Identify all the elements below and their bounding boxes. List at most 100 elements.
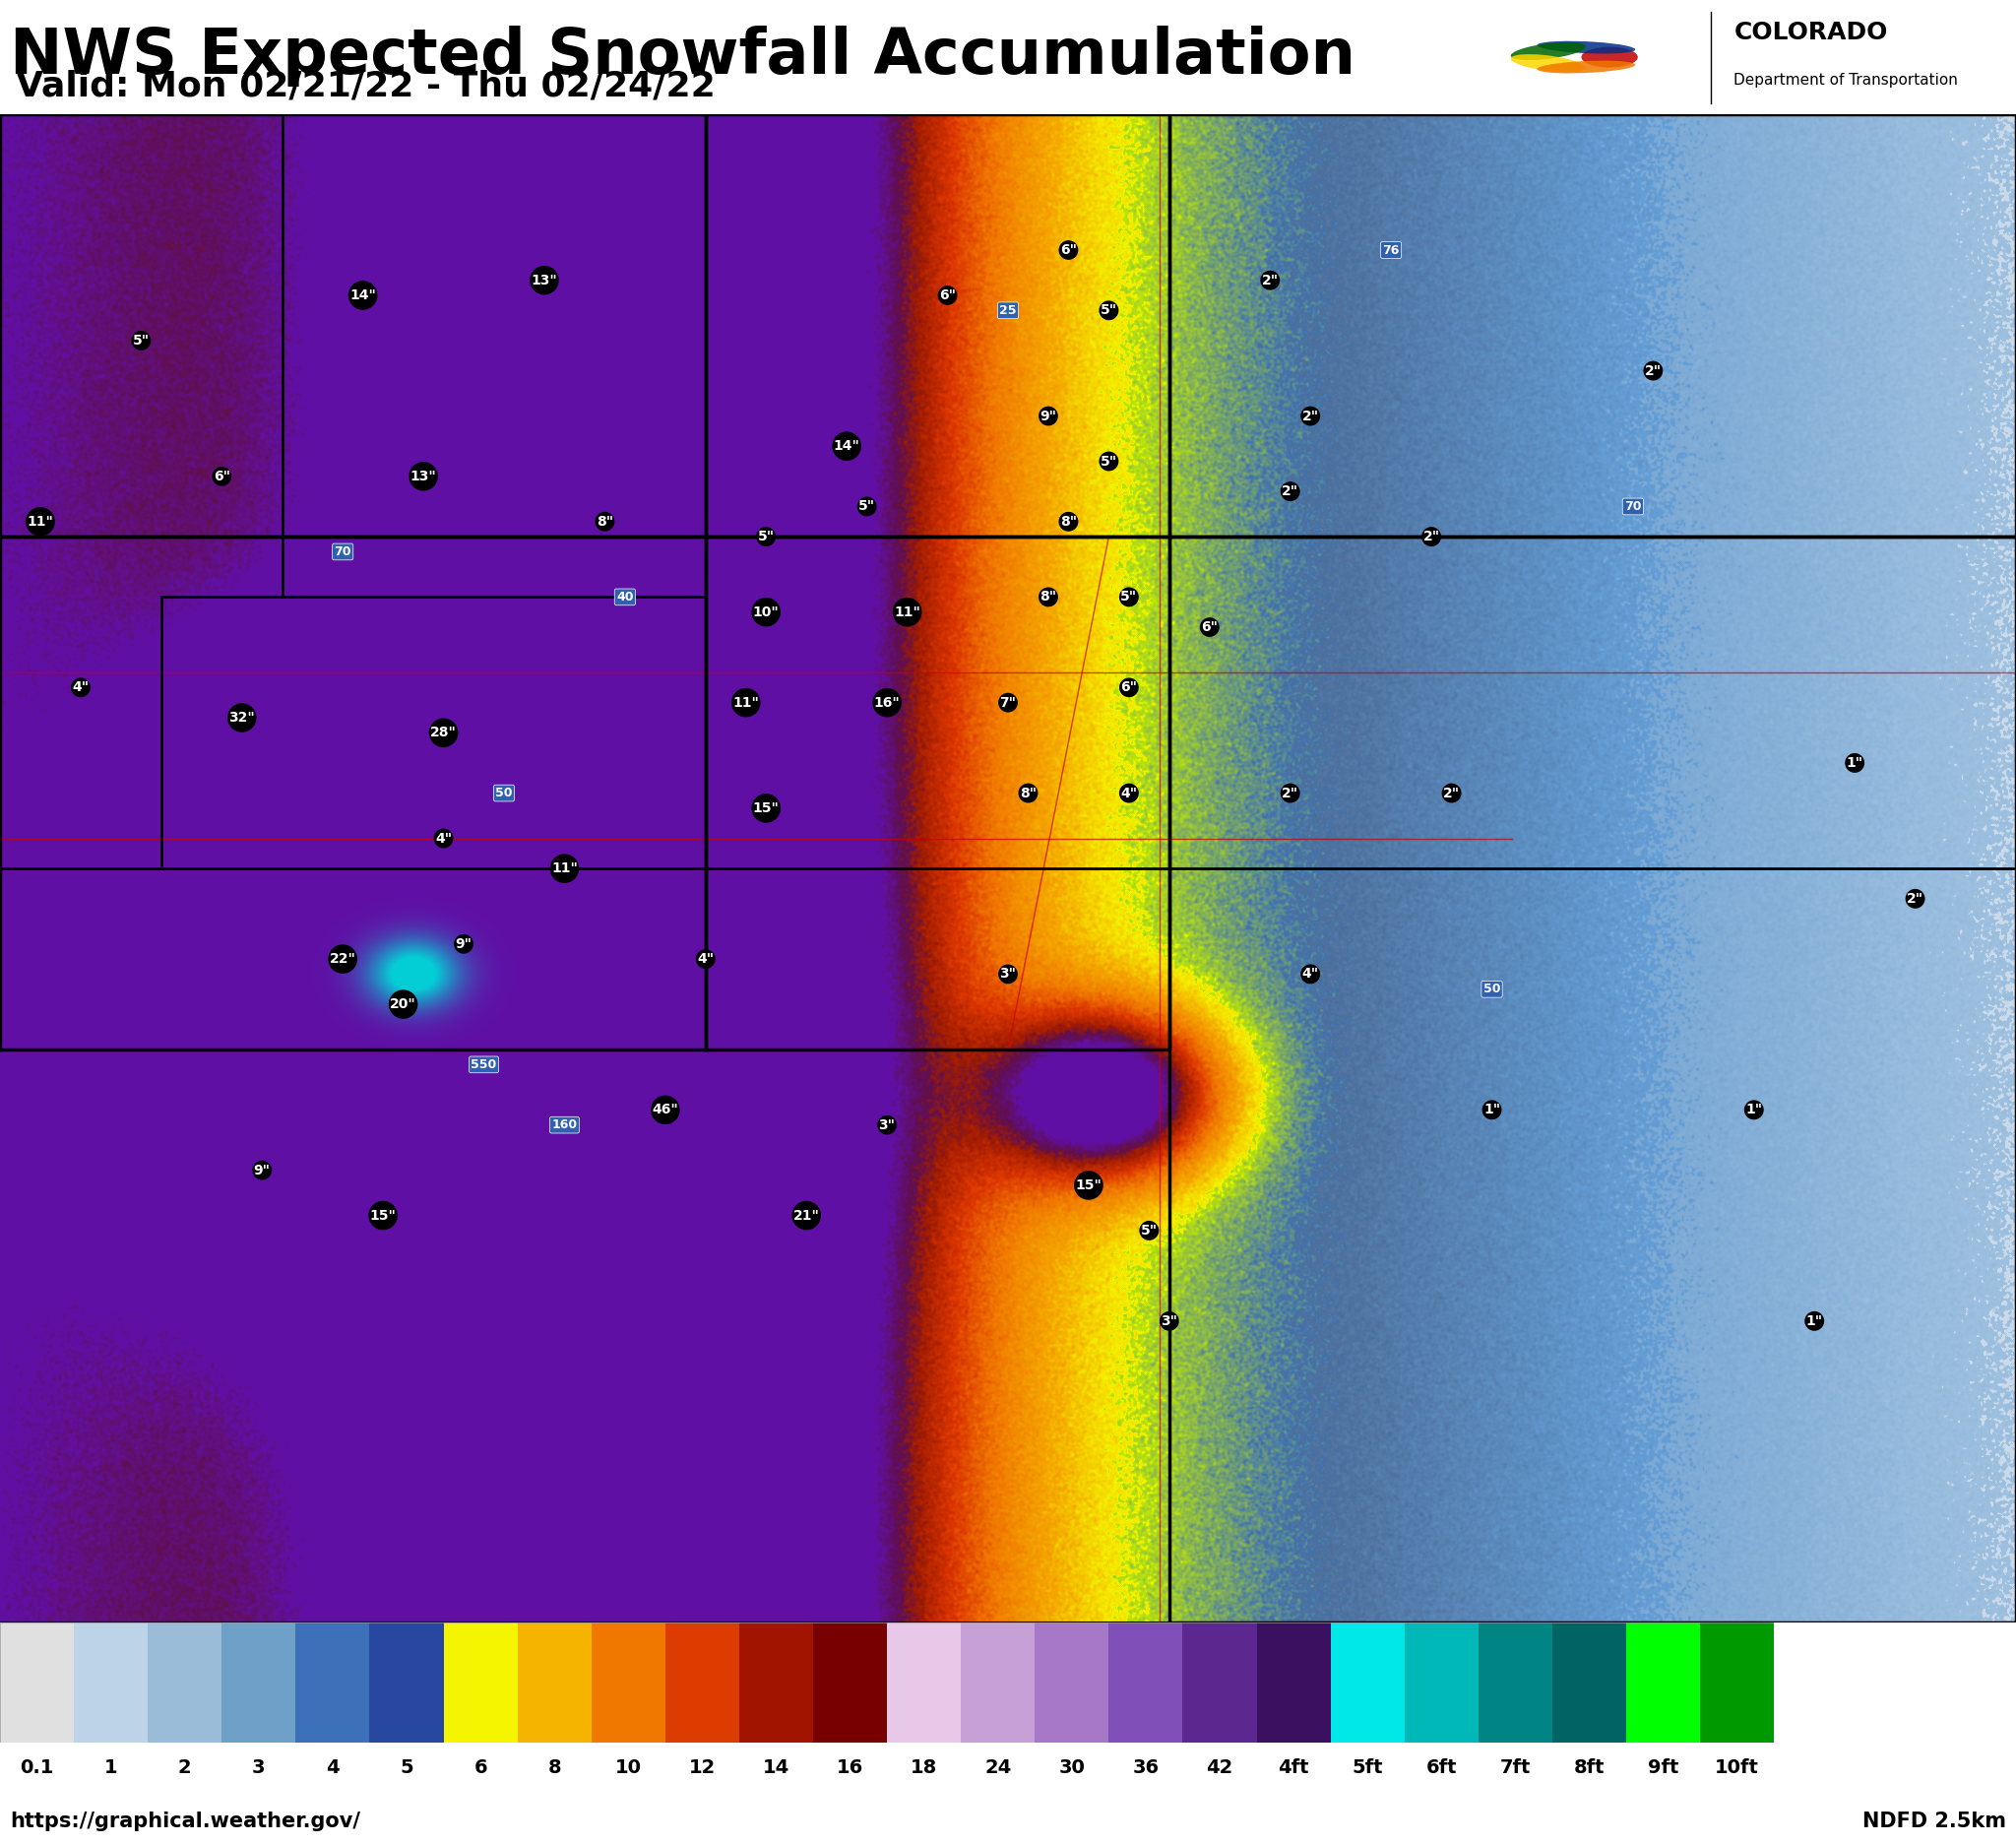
Text: 11": 11"	[893, 605, 921, 620]
Text: 5: 5	[399, 1757, 413, 1778]
Text: 36: 36	[1133, 1757, 1159, 1778]
Text: COLORADO: COLORADO	[1734, 20, 1887, 44]
Text: 2": 2"	[1443, 786, 1460, 800]
Text: 9": 9"	[456, 937, 472, 952]
Bar	[887, 1623, 962, 1743]
Text: 160: 160	[552, 1119, 577, 1132]
Bar	[1627, 1623, 1699, 1743]
Text: 5": 5"	[1101, 304, 1117, 317]
Text: 11": 11"	[26, 514, 54, 529]
Text: NWS Expected Snowfall Accumulation: NWS Expected Snowfall Accumulation	[10, 26, 1355, 87]
Text: 16": 16"	[873, 695, 901, 710]
Bar	[740, 1623, 812, 1743]
Text: 46": 46"	[651, 1103, 679, 1117]
Text: 76: 76	[1383, 243, 1399, 256]
Text: 1: 1	[105, 1757, 117, 1778]
Text: 24: 24	[984, 1757, 1012, 1778]
Bar	[75, 1623, 147, 1743]
Text: 11": 11"	[732, 695, 760, 710]
Bar	[1256, 1623, 1331, 1743]
Bar	[591, 1623, 665, 1743]
Text: 6": 6"	[1121, 680, 1137, 695]
Bar	[1034, 1623, 1109, 1743]
Text: 8": 8"	[597, 514, 613, 529]
Text: 28": 28"	[429, 727, 458, 739]
Text: NDFD 2.5km: NDFD 2.5km	[1863, 1811, 2006, 1831]
Text: https://graphical.weather.gov/: https://graphical.weather.gov/	[10, 1811, 361, 1831]
Text: 4": 4"	[435, 832, 452, 845]
Bar	[665, 1623, 740, 1743]
Text: 2: 2	[177, 1757, 192, 1778]
Text: 6: 6	[474, 1757, 488, 1778]
Text: 8ft: 8ft	[1574, 1757, 1605, 1778]
Text: 3": 3"	[879, 1117, 895, 1132]
Text: 13": 13"	[409, 470, 437, 483]
Text: 5": 5"	[859, 500, 875, 513]
Text: 4": 4"	[698, 952, 714, 966]
Text: 2": 2"	[1907, 892, 1923, 905]
Text: 4": 4"	[1121, 786, 1137, 800]
Bar	[147, 1623, 222, 1743]
Text: 8: 8	[548, 1757, 560, 1778]
Text: 25: 25	[1000, 304, 1016, 317]
Text: 9": 9"	[1040, 409, 1056, 422]
Text: 0.1: 0.1	[20, 1757, 54, 1778]
Text: 50: 50	[1484, 983, 1500, 996]
Text: 7": 7"	[1000, 695, 1016, 710]
Text: 2": 2"	[1282, 786, 1298, 800]
Text: 10: 10	[615, 1757, 641, 1778]
Text: 14": 14"	[349, 288, 377, 302]
Text: 70: 70	[335, 546, 351, 559]
Text: 3: 3	[252, 1757, 266, 1778]
Bar	[444, 1623, 518, 1743]
Text: 11": 11"	[550, 861, 579, 876]
Text: 6": 6"	[939, 288, 956, 302]
Text: 32": 32"	[228, 710, 256, 725]
Text: 2": 2"	[1302, 409, 1318, 422]
Text: 4: 4	[327, 1757, 339, 1778]
Bar	[1109, 1623, 1183, 1743]
Text: 40: 40	[617, 590, 633, 603]
Ellipse shape	[1510, 42, 1587, 61]
Bar	[1405, 1623, 1478, 1743]
Bar	[1699, 1623, 1774, 1743]
Text: 2": 2"	[1423, 529, 1439, 544]
Ellipse shape	[1581, 46, 1637, 68]
Text: 14: 14	[762, 1757, 790, 1778]
Bar	[812, 1623, 887, 1743]
Ellipse shape	[1536, 61, 1635, 74]
Bar	[518, 1623, 591, 1743]
Text: 18: 18	[911, 1757, 937, 1778]
Text: 30: 30	[1058, 1757, 1085, 1778]
Text: 1": 1"	[1746, 1103, 1762, 1117]
Text: 8": 8"	[1040, 590, 1056, 603]
Text: 7ft: 7ft	[1500, 1757, 1530, 1778]
Text: 15": 15"	[1075, 1178, 1103, 1193]
Ellipse shape	[1536, 41, 1635, 53]
Bar	[1552, 1623, 1627, 1743]
Bar	[0, 1623, 75, 1743]
Text: 5": 5"	[133, 334, 149, 347]
Text: 3": 3"	[1000, 968, 1016, 981]
Text: 15": 15"	[752, 802, 780, 815]
Bar	[1183, 1623, 1256, 1743]
Text: 16: 16	[837, 1757, 863, 1778]
Text: 5ft: 5ft	[1353, 1757, 1383, 1778]
Text: 6": 6"	[1060, 243, 1077, 256]
Bar	[369, 1623, 444, 1743]
Text: 50: 50	[496, 787, 512, 800]
Text: 5": 5"	[1101, 454, 1117, 468]
Bar	[962, 1623, 1034, 1743]
Text: 4": 4"	[1302, 968, 1318, 981]
Text: 2": 2"	[1645, 363, 1661, 378]
Text: 6": 6"	[214, 470, 230, 483]
Text: 70: 70	[1625, 500, 1641, 513]
Text: 5": 5"	[1121, 590, 1137, 603]
Text: 14": 14"	[833, 439, 861, 454]
Text: 1": 1"	[1806, 1315, 1822, 1328]
Bar	[1331, 1623, 1405, 1743]
Text: 3": 3"	[1161, 1315, 1177, 1328]
Text: 9": 9"	[254, 1164, 270, 1176]
Ellipse shape	[1510, 53, 1587, 72]
Text: 42: 42	[1206, 1757, 1234, 1778]
